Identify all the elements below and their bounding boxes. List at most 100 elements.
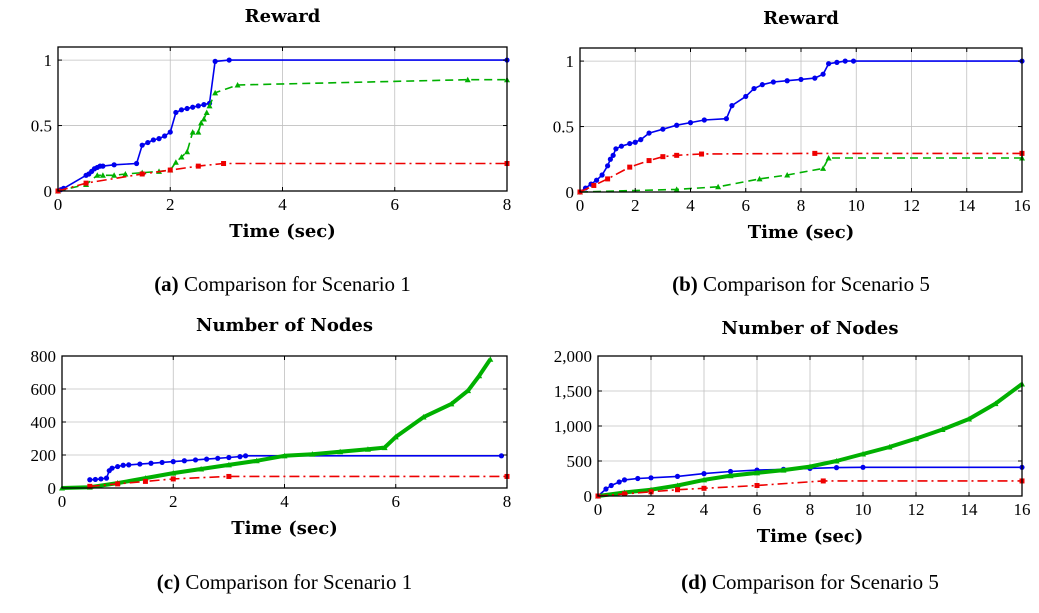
series-line-green xyxy=(61,358,492,490)
data-point-green xyxy=(195,129,202,135)
y-tick-label: 1,000 xyxy=(554,417,592,436)
x-tick-label: 2 xyxy=(169,492,178,511)
x-tick-label: 12 xyxy=(903,196,920,215)
data-point-red xyxy=(167,167,173,173)
y-tick-label: 0 xyxy=(584,487,593,506)
data-point-green xyxy=(807,463,813,470)
panel-c: 0 2 4 6 8 0 200 400 600 800 Number of Nodes Time (s… xyxy=(31,315,512,594)
x-tick-label: 6 xyxy=(753,500,762,519)
data-point-blue xyxy=(184,105,190,112)
data-point-green xyxy=(465,387,472,394)
data-point-green xyxy=(122,170,129,177)
data-point-blue xyxy=(812,75,818,81)
data-point-blue xyxy=(170,459,176,465)
data-point-green xyxy=(913,435,919,442)
data-point-blue xyxy=(498,453,505,459)
y-tick-label: 0.5 xyxy=(553,118,574,137)
data-point-green xyxy=(939,426,946,432)
data-point-blue xyxy=(850,58,857,64)
data-point-blue xyxy=(833,465,840,471)
data-point-blue xyxy=(150,137,157,143)
data-point-green xyxy=(860,451,866,457)
data-point-blue xyxy=(674,473,681,479)
x-axis-label: Time (sec) xyxy=(231,518,338,539)
figure-caption: (b) Comparison for Scenario 5 xyxy=(672,272,930,296)
x-tick-label: 0 xyxy=(594,500,603,519)
data-point-blue xyxy=(195,103,201,109)
data-point-blue xyxy=(638,137,644,143)
data-point-green xyxy=(189,129,196,135)
data-point-green xyxy=(364,446,371,452)
figure-caption: (a) Comparison for Scenario 1 xyxy=(154,272,411,296)
data-point-green xyxy=(253,457,260,464)
x-tick-label: 8 xyxy=(503,195,512,214)
data-point-red xyxy=(812,150,818,156)
data-point-blue xyxy=(192,457,199,463)
data-point-blue xyxy=(635,475,641,482)
x-tick-label: 2 xyxy=(647,500,656,519)
data-point-blue xyxy=(834,59,840,65)
chart-title: Number of Nodes xyxy=(721,318,898,339)
x-tick-label: 0 xyxy=(576,196,585,215)
data-point-blue xyxy=(648,475,654,481)
data-point-blue xyxy=(133,160,140,167)
data-point-blue xyxy=(618,143,625,149)
data-point-blue xyxy=(126,462,132,468)
x-tick-label: 10 xyxy=(848,196,865,215)
series-line-red xyxy=(89,475,507,488)
x-tick-label: 4 xyxy=(280,492,289,511)
data-point-blue xyxy=(111,162,117,168)
data-point-blue xyxy=(727,468,734,475)
data-point-blue xyxy=(743,93,749,100)
data-point-blue xyxy=(593,177,600,183)
caption-label: (d) xyxy=(681,570,707,594)
x-tick-label: 14 xyxy=(961,500,979,519)
data-point-red xyxy=(660,154,666,160)
data-point-red xyxy=(699,151,705,157)
data-point-green xyxy=(780,467,787,473)
data-point-blue xyxy=(701,117,707,123)
data-point-green xyxy=(756,175,763,182)
data-point-green xyxy=(337,448,344,455)
x-tick-label: 4 xyxy=(700,500,709,519)
data-point-blue xyxy=(701,471,707,477)
caption-text: Comparison for Scenario 5 xyxy=(703,272,930,296)
data-point-red xyxy=(83,180,89,186)
data-point-red xyxy=(591,182,597,188)
data-point-green xyxy=(198,466,205,472)
y-tick-label: 200 xyxy=(31,446,57,465)
y-tick-label: 600 xyxy=(31,380,57,399)
data-point-blue xyxy=(98,476,104,482)
data-point-green xyxy=(886,444,893,450)
y-tick-label: 1,500 xyxy=(554,382,592,401)
caption-text: Comparison for Scenario 5 xyxy=(712,570,939,594)
data-point-red xyxy=(139,171,145,177)
x-tick-label: 14 xyxy=(958,196,976,215)
data-point-green xyxy=(198,119,205,126)
data-point-blue xyxy=(148,460,154,466)
figure-caption: (d) Comparison for Scenario 5 xyxy=(681,570,939,594)
data-point-blue xyxy=(826,61,832,67)
data-point-blue xyxy=(204,456,210,462)
data-point-blue xyxy=(162,133,168,139)
data-point-blue xyxy=(723,116,730,122)
data-point-green xyxy=(727,472,734,479)
data-point-blue xyxy=(842,58,848,64)
data-point-red xyxy=(115,481,121,487)
data-point-red xyxy=(221,161,227,167)
figure-caption: (c) Comparison for Scenario 1 xyxy=(157,570,412,594)
data-point-blue xyxy=(181,458,187,464)
y-tick-label: 2,000 xyxy=(554,347,592,366)
data-point-blue xyxy=(820,71,826,77)
panel-d: 0 2 4 6 8 10 12 14 16 0 500 1,000 1,500 2,000 Number o… xyxy=(554,318,1031,594)
data-point-blue xyxy=(201,102,207,108)
data-point-red xyxy=(87,483,93,489)
data-point-red xyxy=(226,473,232,479)
data-point-blue xyxy=(145,139,151,146)
data-point-blue xyxy=(751,85,757,92)
panel-a: 0 2 4 6 8 0 0.5 1 Reward Time (sec) (a) Comparison… xyxy=(31,6,512,296)
data-point-green xyxy=(309,451,316,457)
data-point-blue xyxy=(92,476,98,483)
data-point-blue xyxy=(729,103,735,109)
